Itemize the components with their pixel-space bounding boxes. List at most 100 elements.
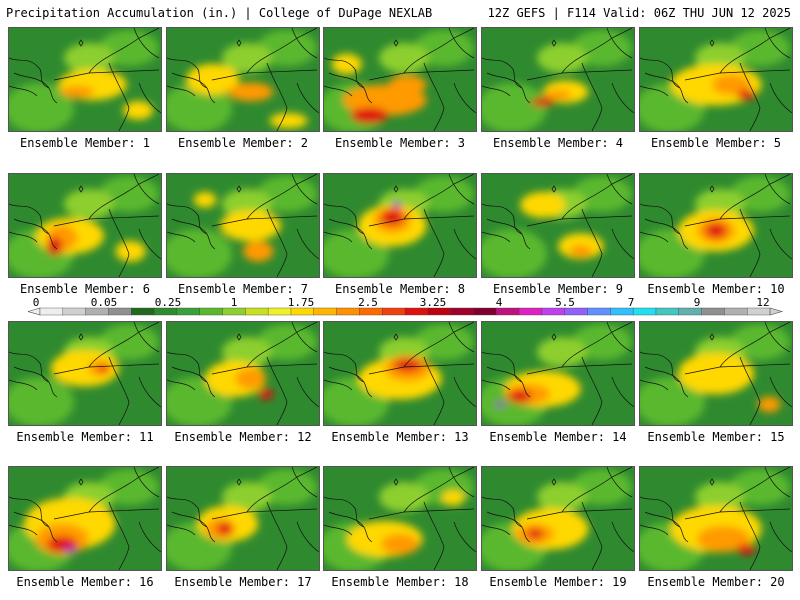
precip-map	[167, 322, 319, 425]
ensemble-panel	[481, 466, 635, 571]
colorbar-tick-label: 4	[496, 296, 503, 309]
ensemble-panel	[8, 173, 162, 278]
precip-map	[324, 467, 476, 570]
colorbar-left-arrow	[28, 307, 41, 316]
colorbar-swatch	[222, 307, 246, 316]
ensemble-panel	[481, 321, 635, 426]
colorbar-swatch	[267, 307, 292, 316]
ensemble-member-label: Ensemble Member: 2	[177, 136, 309, 150]
ensemble-member-label: Ensemble Member: 12	[174, 430, 312, 444]
colorbar-swatch	[724, 307, 748, 316]
colorbar-swatch	[473, 307, 497, 316]
ensemble-member-label: Ensemble Member: 17	[174, 575, 312, 589]
precip-map	[482, 467, 634, 570]
ensemble-member-label: Ensemble Member: 5	[650, 136, 782, 150]
ensemble-member-label: Ensemble Member: 8	[334, 282, 466, 296]
precip-map	[324, 322, 476, 425]
ensemble-member-label: Ensemble Member: 19	[489, 575, 627, 589]
precip-map	[324, 28, 476, 131]
ensemble-member-label: Ensemble Member: 1	[19, 136, 151, 150]
precip-map	[482, 28, 634, 131]
ensemble-member-label: Ensemble Member: 20	[647, 575, 785, 589]
colorbar: 0 0.05 0.25 1 1.75 2.5 3.25 4 5.5 7 9 12	[28, 296, 784, 316]
colorbar-swatch	[655, 307, 680, 316]
ensemble-panel	[166, 466, 320, 571]
precip-map	[9, 28, 161, 131]
colorbar-swatch	[496, 307, 520, 316]
ensemble-panel	[8, 466, 162, 571]
precip-map	[640, 174, 792, 277]
title-right: 12Z GEFS | F114 Valid: 06Z THU JUN 12 20…	[487, 6, 791, 20]
ensemble-panel	[481, 27, 635, 132]
colorbar-tick-label: 0.25	[155, 296, 182, 309]
colorbar-swatch	[678, 307, 703, 316]
ensemble-member-label: Ensemble Member: 14	[489, 430, 627, 444]
ensemble-member-label: Ensemble Member: 3	[334, 136, 466, 150]
precip-map	[482, 174, 634, 277]
colorbar-swatch	[245, 307, 269, 316]
colorbar-swatch	[564, 307, 588, 316]
ensemble-member-label: Ensemble Member: 13	[331, 430, 469, 444]
colorbar-swatch	[290, 307, 315, 316]
precip-map	[9, 174, 161, 277]
precip-map	[167, 174, 319, 277]
colorbar-tick-label: 0	[33, 296, 40, 309]
colorbar-swatch	[518, 307, 543, 316]
ensemble-panel	[323, 321, 477, 426]
ensemble-panel	[323, 173, 477, 278]
colorbar-swatch	[450, 307, 474, 316]
precip-map	[167, 467, 319, 570]
colorbar-swatch	[632, 307, 657, 316]
ensemble-panel	[166, 27, 320, 132]
colorbar-tick-label: 12	[756, 296, 769, 309]
colorbar-tick-label: 9	[694, 296, 701, 309]
ensemble-panel	[8, 321, 162, 426]
colorbar-tick-label: 0.05	[91, 296, 118, 309]
precip-map	[640, 28, 792, 131]
ensemble-member-label: Ensemble Member: 9	[492, 282, 624, 296]
ensemble-panel	[323, 27, 477, 132]
ensemble-panel	[639, 27, 793, 132]
ensemble-panel	[166, 173, 320, 278]
precip-map	[324, 174, 476, 277]
ensemble-panel	[639, 466, 793, 571]
colorbar-swatch	[131, 307, 155, 316]
colorbar-swatch	[404, 307, 429, 316]
precip-map	[9, 467, 161, 570]
ensemble-member-label: Ensemble Member: 10	[647, 282, 785, 296]
ensemble-member-label: Ensemble Member: 18	[331, 575, 469, 589]
colorbar-swatch	[85, 307, 109, 316]
colorbar-swatch	[336, 307, 360, 316]
colorbar-swatch	[381, 307, 406, 316]
colorbar-swatch	[359, 307, 383, 316]
colorbar-swatch	[701, 307, 725, 316]
colorbar-tick-label: 2.5	[358, 296, 378, 309]
ensemble-panel	[639, 321, 793, 426]
colorbar-tick-label: 7	[628, 296, 635, 309]
colorbar-swatch	[313, 307, 338, 316]
ensemble-member-label: Ensemble Member: 7	[177, 282, 309, 296]
precip-map	[167, 28, 319, 131]
colorbar-tick-label: 5.5	[555, 296, 575, 309]
colorbar-swatch	[153, 307, 178, 316]
colorbar-swatch	[541, 307, 566, 316]
precip-map	[640, 322, 792, 425]
ensemble-panel	[323, 466, 477, 571]
colorbar-swatch	[199, 307, 223, 316]
colorbar-swatch	[108, 307, 132, 316]
colorbar-swatch	[587, 307, 611, 316]
ensemble-panel	[8, 27, 162, 132]
title-left: Precipitation Accumulation (in.) | Colle…	[6, 6, 433, 20]
precip-map	[640, 467, 792, 570]
ensemble-panel	[481, 173, 635, 278]
colorbar-swatch	[610, 307, 634, 316]
ensemble-member-label: Ensemble Member: 15	[647, 430, 785, 444]
colorbar-tick-label: 3.25	[420, 296, 447, 309]
colorbar-swatch	[427, 307, 452, 316]
ensemble-member-label: Ensemble Member: 4	[492, 136, 624, 150]
ensemble-member-label: Ensemble Member: 6	[19, 282, 151, 296]
colorbar-swatch	[62, 307, 87, 316]
colorbar-right-arrow	[769, 307, 784, 316]
ensemble-member-label: Ensemble Member: 16	[16, 575, 154, 589]
colorbar-tick-label: 1	[231, 296, 238, 309]
